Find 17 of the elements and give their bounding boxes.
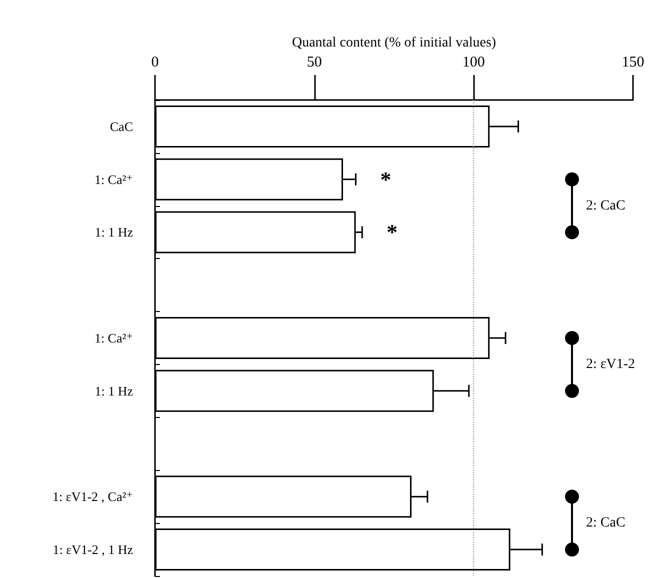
x-tick-label: 0	[151, 54, 159, 70]
y-tick-label: 1: 1 Hz	[94, 224, 134, 240]
y-tick-label: 1: εV1-2 , Ca²⁺	[52, 489, 133, 504]
annotation: *	[386, 220, 398, 245]
x-tick-label: 50	[306, 54, 322, 70]
y-tick-label: 1: Ca²⁺	[94, 330, 133, 346]
annotation: 2: CaC	[586, 516, 626, 531]
y-tick-label: 1: 1 Hz	[94, 383, 134, 398]
y-tick-label: CaC	[110, 118, 133, 134]
x-tick-label: 100	[462, 54, 485, 70]
annotation: *	[380, 166, 392, 192]
y-tick-label: 1: Ca²⁺	[94, 172, 133, 187]
y-tick-label: 1: εV1-2 , 1 Hz	[52, 542, 134, 558]
x-tick-label: 150	[622, 54, 644, 70]
annotation: 2: εV1-2	[586, 356, 636, 372]
x-axis-title: Quantal content (% of initial values)	[292, 36, 496, 51]
annotation: 2: CaC	[586, 198, 626, 214]
